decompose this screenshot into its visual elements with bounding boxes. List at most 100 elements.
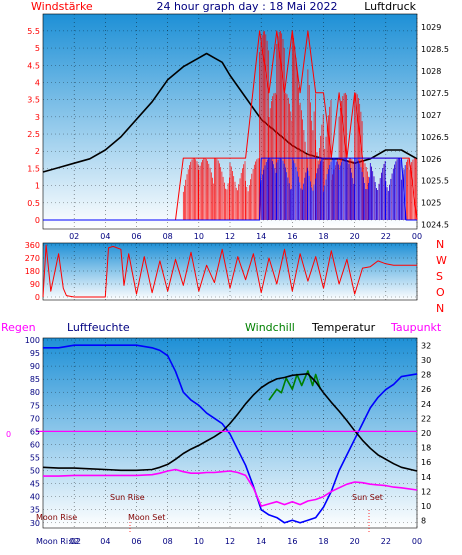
temperature-tick-label: 20 [421, 429, 431, 438]
humidity-tick-label: 95 [30, 349, 40, 358]
temperature-tick-label: 30 [421, 356, 431, 365]
dewpoint-label: Taupunkt [390, 321, 442, 334]
wind-speed-tick-label: 5.5 [27, 27, 40, 36]
humidity-label: Luftfeuchte [67, 321, 130, 334]
time-axis-ticks: 02 04 06 08 10 12 14 16 18 20 22 00 [69, 232, 422, 241]
time-tick-label: 16 [287, 232, 297, 241]
time-tick-label: 04 [100, 232, 110, 241]
humidity-tick-label: 90 [30, 362, 40, 371]
direction-tick-label: 0 [35, 293, 40, 302]
temperature-tick-label: 18 [421, 444, 431, 453]
wind-direction-grid [43, 243, 418, 300]
pressure-tick-label: 1027.5 [421, 89, 449, 98]
time-tick-label: 04 [100, 537, 110, 546]
compass-tick-label: N [436, 238, 444, 251]
temperature-tick-label: 8 [421, 517, 426, 526]
wind-direction-line [42, 244, 417, 298]
time-tick-label: 12 [225, 537, 235, 546]
wind-speed-tick-label: 0 [35, 216, 40, 225]
rain-label: Regen [1, 321, 36, 334]
temperature-tick-label: 12 [421, 487, 431, 496]
humidity-tick-label: 35 [30, 506, 40, 515]
time-tick-label: 10 [194, 232, 204, 241]
time-tick-label: 02 [69, 537, 79, 546]
temperature-tick-label: 16 [421, 458, 431, 467]
temperature-tick-label: 26 [421, 385, 431, 394]
wind-direction-degree-ticks: 360 270 180 90 0 [25, 241, 40, 302]
wind-speed-tick-label: 1 [35, 182, 40, 191]
wind-speed-tick-label: 3.5 [27, 96, 40, 105]
temperature-tick-label: 32 [421, 341, 431, 350]
time-tick-label: 08 [163, 232, 173, 241]
wind-speed-axis-ticks: 0 0.5 1 1.5 2 2.5 3 3.5 4 4.5 5 5.5 [27, 27, 40, 225]
pressure-tick-label: 1025.5 [421, 177, 449, 186]
humidity-tick-label: 45 [30, 480, 40, 489]
time-tick-label: 08 [163, 537, 173, 546]
windchill-label: Windchill [245, 321, 295, 334]
wind-speed-tick-label: 5 [35, 44, 40, 53]
direction-tick-label: 180 [25, 267, 40, 276]
pressure-tick-label: 1027 [421, 111, 441, 120]
temperature-label: Temperatur [311, 321, 376, 334]
time-tick-label: 18 [318, 537, 328, 546]
time-tick-label: 00 [412, 537, 422, 546]
time-tick-label: 10 [194, 537, 204, 546]
humidity-tick-label: 50 [30, 467, 40, 476]
wind-speed-tick-label: 2 [35, 147, 40, 156]
time-axis-ticks-bottom: 02 04 06 08 10 12 14 16 18 20 22 00 [69, 537, 422, 546]
time-tick-label: 12 [225, 232, 235, 241]
time-tick-label: 22 [381, 232, 391, 241]
humidity-tick-label: 70 [30, 414, 40, 423]
humidity-tick-label: 30 [30, 519, 40, 528]
left-axis-title: Windstärke [31, 0, 93, 13]
temperature-tick-label: 24 [421, 400, 431, 409]
time-tick-label: 16 [287, 537, 297, 546]
direction-tick-label: 270 [25, 254, 40, 263]
time-tick-label: 14 [256, 232, 266, 241]
pressure-tick-label: 1026 [421, 155, 441, 164]
wind-speed-tick-label: 3 [35, 113, 40, 122]
direction-tick-label: 360 [25, 241, 40, 250]
right-axis-title: Luftdruck [364, 0, 416, 13]
humidity-tick-label: 85 [30, 375, 40, 384]
humidity-tick-label: 80 [30, 388, 40, 397]
temperature-axis-ticks: 32 30 28 26 24 22 20 18 16 14 12 10 8 [421, 341, 431, 525]
temperature-tick-label: 22 [421, 414, 431, 423]
pressure-tick-label: 1024.5 [421, 221, 449, 230]
time-tick-label: 18 [318, 232, 328, 241]
temp-humidity-series [36, 344, 418, 524]
compass-tick-label: N [436, 302, 444, 315]
time-tick-label: 00 [412, 232, 422, 241]
compass-tick-label: O [436, 286, 445, 299]
temperature-tick-label: 10 [421, 502, 431, 511]
time-tick-label: 06 [131, 232, 141, 241]
dewpoint-line [43, 468, 418, 507]
moon-set-label: Moon Set [128, 513, 165, 522]
humidity-tick-label: 60 [30, 440, 40, 449]
wind-speed-line [43, 157, 417, 221]
pressure-axis-ticks: 1024.5 1025 1025.5 1026 1026.5 1027 1027.5 1028… [421, 23, 449, 229]
humidity-tick-label: 55 [30, 454, 40, 463]
humidity-tick-label: 65 [30, 427, 40, 436]
wind-speed-tick-label: 4.5 [27, 61, 40, 70]
pressure-tick-label: 1028 [421, 67, 441, 76]
pressure-tick-label: 1025 [421, 199, 441, 208]
humidity-tick-label: 100 [25, 336, 40, 345]
sun-rise-label: Sun Rise [110, 493, 145, 502]
temperature-tick-label: 14 [421, 473, 431, 482]
humidity-axis-ticks: 100 95 90 85 80 75 70 65 60 55 50 45 40 35 30 [25, 336, 40, 528]
direction-tick-label: 90 [30, 280, 40, 289]
humidity-tick-label: 40 [30, 493, 40, 502]
time-tick-label: 20 [350, 232, 360, 241]
compass-tick-label: S [436, 270, 443, 283]
temperature-tick-label: 28 [421, 371, 431, 380]
time-tick-label: 02 [69, 232, 79, 241]
chart-title: 24 hour graph day : 18 Mai 2022 [156, 0, 337, 13]
pressure-tick-label: 1029 [421, 23, 441, 32]
sun-set-label: Sun Set [352, 493, 383, 502]
temperature-line [42, 372, 418, 472]
time-tick-label: 14 [256, 537, 266, 546]
